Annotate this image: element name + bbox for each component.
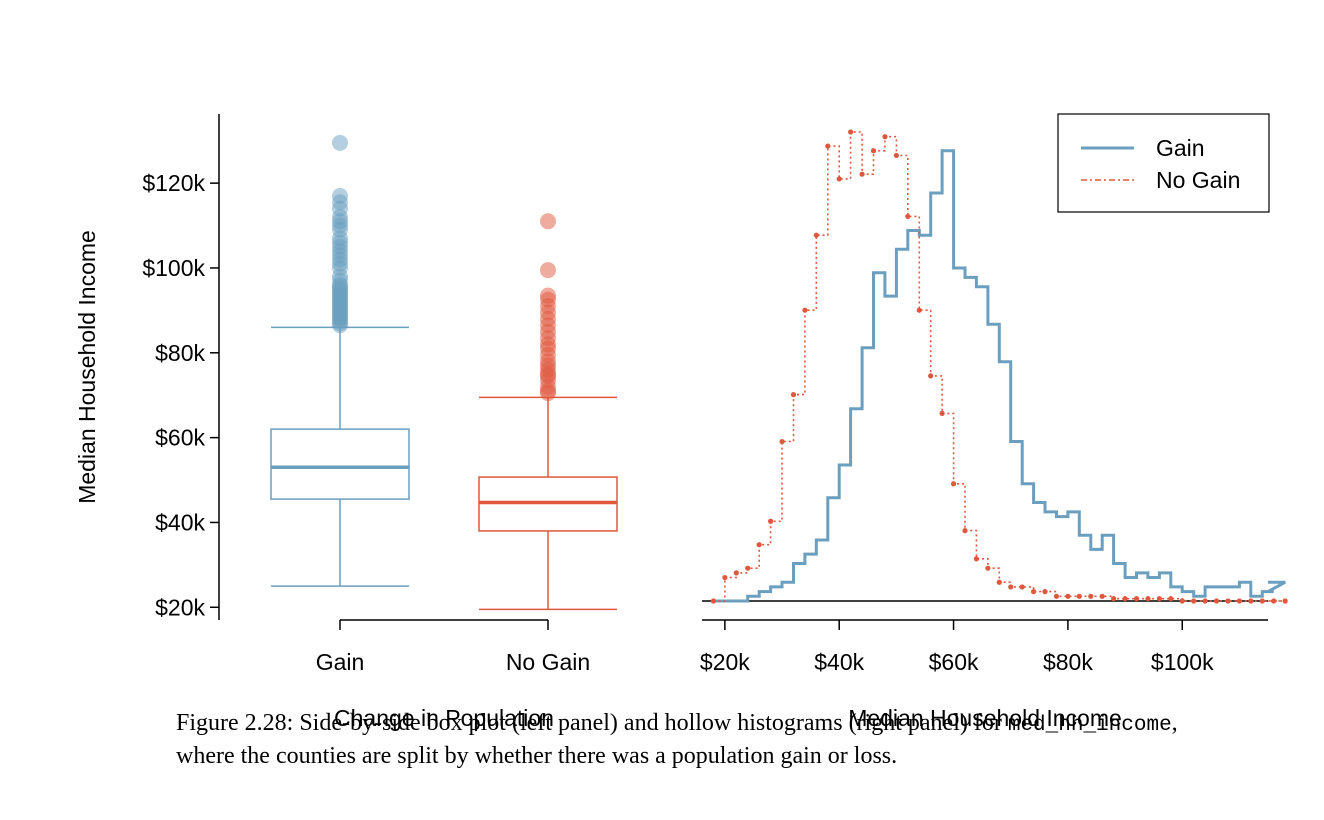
histogram-series-no-gain [710, 129, 1288, 604]
histogram-bin-marker [1225, 598, 1231, 604]
histogram-bin-marker [1179, 598, 1185, 604]
histogram-bin-marker [825, 143, 831, 149]
outlier-point [540, 213, 556, 230]
histogram-bin-marker [1202, 598, 1208, 604]
histogram-bin-marker [1030, 589, 1037, 595]
histogram-bin-marker [1065, 593, 1071, 599]
histogram-bin-marker [756, 542, 762, 548]
histogram-bin-marker [962, 528, 968, 534]
histogram-bin-marker [1088, 593, 1094, 599]
figure-caption: Figure 2.28: Side-by-side box plot (left… [176, 708, 1216, 772]
histogram-bin-marker [710, 598, 717, 604]
x-tick-label: $100k [1151, 649, 1214, 675]
box-plot-panel: $20k $40k $60k $80k $100k $120k Median Househo… [74, 114, 618, 731]
caption-rest: , where the counties are split by whethe… [176, 710, 1178, 769]
outlier-point [332, 187, 348, 204]
histogram-bin-marker [973, 556, 980, 562]
histogram-bin-marker [859, 171, 865, 177]
legend-label-no-gain: No Gain [1156, 167, 1240, 193]
histogram-bin-marker [905, 213, 911, 220]
iqr-box [270, 428, 410, 500]
histogram-bin-marker [848, 129, 854, 135]
x-axis-title: Median Household Income [848, 705, 1122, 731]
y-tick-label: $40k [155, 509, 205, 535]
histogram-bin-marker [790, 392, 797, 398]
caption-code: med_hh_income [1007, 714, 1172, 737]
histogram-bin-marker [893, 152, 899, 159]
x-tick-label: $20k [700, 649, 750, 675]
histogram-bin-marker [733, 570, 739, 576]
x-tick-label: $40k [814, 649, 864, 675]
y-tick-label: $20k [155, 594, 205, 620]
histogram-bin-marker [1156, 596, 1162, 602]
box-group-gain [270, 134, 410, 587]
y-tick-label: $60k [155, 425, 205, 451]
y-tick-label: $120k [142, 170, 205, 196]
y-tick-label: $80k [155, 340, 205, 366]
histogram-bin-marker [779, 438, 785, 445]
histogram-bin-marker [1042, 589, 1048, 595]
histogram-bin-marker [996, 579, 1002, 585]
x-tick-label: Gain [316, 649, 365, 675]
histogram-bin-marker [1271, 598, 1277, 604]
outlier-point [332, 134, 348, 151]
caption-lead: Figure 2.28: Side-by-side box plot (left… [176, 710, 1008, 736]
y-axis-title: Median Household Income [74, 230, 100, 504]
box-group-no-gain [478, 213, 618, 611]
histogram-bin-marker [1248, 598, 1254, 604]
histogram-bin-marker [985, 565, 991, 571]
legend-box [1057, 113, 1270, 213]
histogram-panel: $20k $40k $60k $80k $100k Median Household In… [700, 113, 1288, 731]
histogram-bin-marker [870, 148, 877, 154]
histogram-bin-marker [722, 574, 728, 581]
histogram-bin-marker [939, 410, 945, 416]
x-tick-label: No Gain [506, 649, 590, 675]
x-axis-title: Change in Population [334, 705, 554, 731]
histogram-bin-marker [1008, 584, 1014, 590]
legend-label-gain: Gain [1156, 135, 1205, 161]
histogram-bin-marker [1259, 598, 1265, 604]
x-tick-label: $60k [929, 649, 979, 675]
histogram-bin-marker [1122, 596, 1128, 602]
histogram-bin-marker [950, 481, 957, 487]
histogram-bin-marker [1053, 593, 1060, 599]
histogram-bin-marker [813, 232, 819, 238]
histogram-bin-marker [916, 307, 922, 313]
histogram-bin-marker [1191, 598, 1197, 604]
histogram-series-gain [713, 149, 1286, 603]
histogram-bin-marker [1213, 598, 1220, 604]
histogram-bin-marker [1019, 584, 1025, 590]
outlier-point [540, 262, 556, 279]
histogram-bin-marker [1099, 593, 1105, 599]
histogram-bin-marker [882, 134, 888, 140]
histogram-bin-marker [1133, 596, 1140, 602]
x-tick-label: $80k [1043, 649, 1093, 675]
histogram-bin-marker [1076, 593, 1082, 599]
histogram-bin-marker [1236, 598, 1243, 604]
histogram-bin-marker [745, 565, 751, 571]
histogram-bin-marker [836, 176, 842, 182]
histogram-bin-marker [1111, 596, 1117, 602]
outlier-point [540, 287, 556, 304]
legend: Gain No Gain [1057, 113, 1270, 213]
histogram-bin-marker [1282, 598, 1288, 604]
y-tick-label: $100k [142, 255, 205, 281]
histogram-bin-marker [1145, 596, 1151, 602]
histogram-bin-marker [768, 518, 774, 524]
histogram-bin-marker [928, 373, 934, 379]
histogram-bin-marker [1168, 596, 1174, 602]
histogram-outline [713, 149, 1286, 603]
histogram-bin-marker [802, 307, 808, 313]
